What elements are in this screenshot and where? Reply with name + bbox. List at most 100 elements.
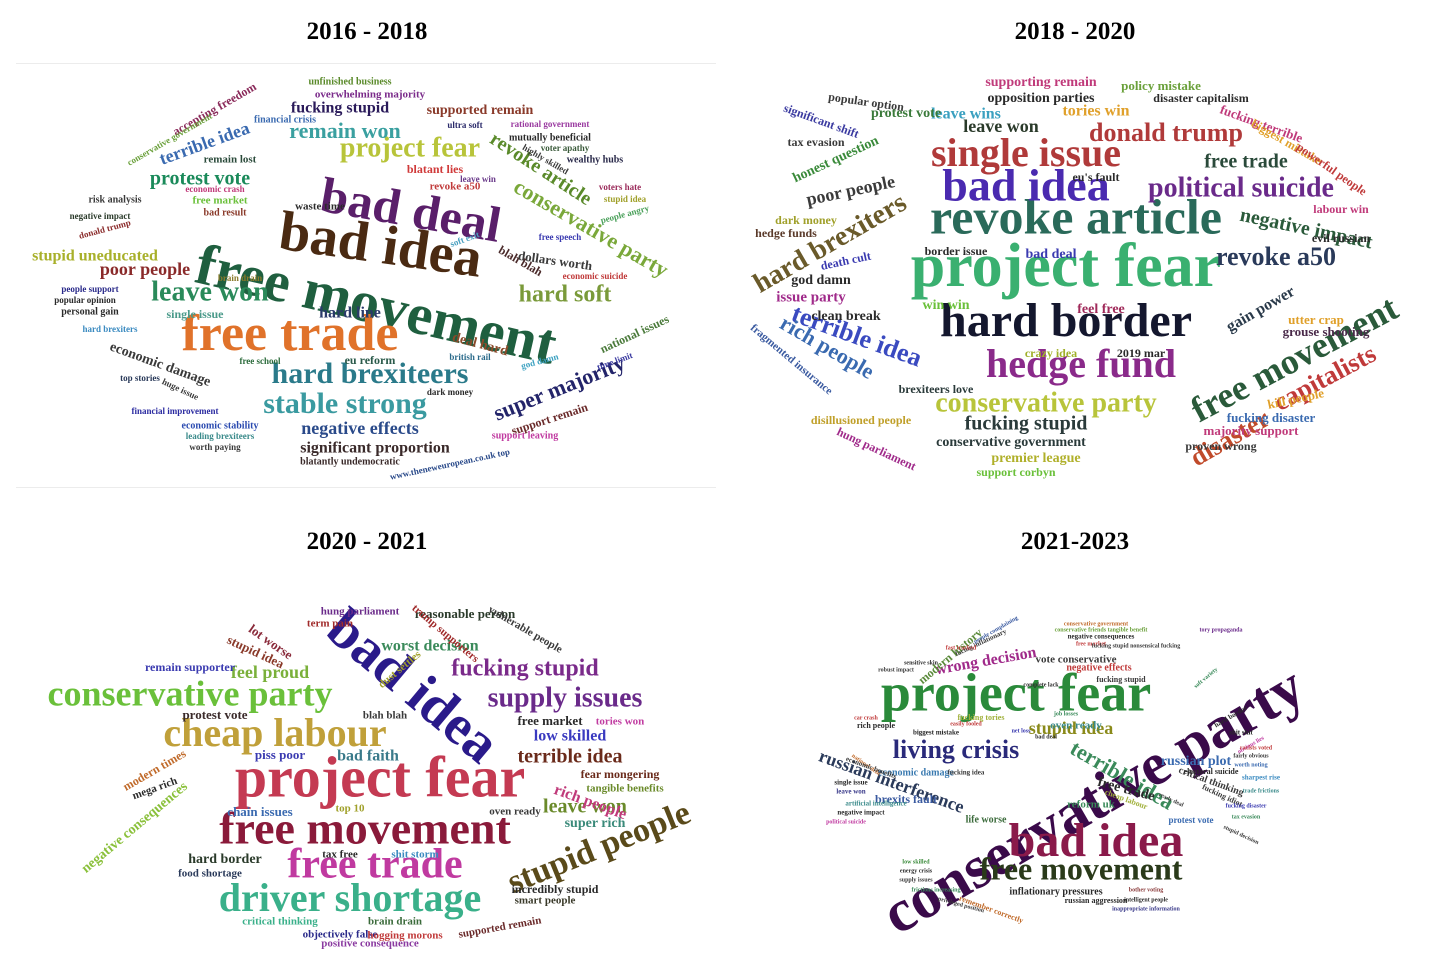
word-brain-drain: brain drain xyxy=(218,273,262,283)
word-political-suicide: political suicide xyxy=(826,819,866,825)
word-free-school: free school xyxy=(239,356,281,366)
word-evil-russian: evil russian xyxy=(1312,231,1371,245)
word-inappropriate-information: inappropriate information xyxy=(1112,906,1180,912)
word-oven-ready: oven ready xyxy=(1050,720,1102,732)
word-donald-trump: donald trump xyxy=(1089,118,1243,147)
word-free-market: free market xyxy=(1076,641,1106,647)
word-disaster-capitalism: disaster capitalism xyxy=(1153,91,1248,105)
word-free-speech: free speech xyxy=(539,232,582,242)
word-fucking-disaster: fucking disaster xyxy=(1227,410,1316,425)
word-negative-consequences: negative consequences xyxy=(1068,633,1135,641)
word-blatant-lies: blatant lies xyxy=(407,162,464,176)
word-remain-lost: remain lost xyxy=(204,154,257,166)
word-low-skilled: low skilled xyxy=(902,859,930,865)
word-leave-won: leave won xyxy=(963,116,1039,136)
word-chain-issues: chain issues xyxy=(227,804,292,819)
word-mutually-beneficial: mutually beneficial xyxy=(509,132,591,143)
word-artificial-intelligence: artificial intelligence xyxy=(845,800,906,808)
word-leave-won: leave won xyxy=(836,788,865,796)
word-leave-won: leave won xyxy=(151,276,269,307)
word-conservative-party: conservative party xyxy=(935,387,1157,418)
word-low-skilled: low skilled xyxy=(534,728,607,745)
word-fairly-obvious: fairly obvious xyxy=(1233,753,1269,759)
word-remain-supporter: remain supporter xyxy=(145,660,236,674)
word-financial-crisis: financial crisis xyxy=(254,114,316,125)
word-piss-poor: piss poor xyxy=(255,747,305,762)
word-leave-wins: leave wins xyxy=(931,106,1001,123)
word-project-fear: project fear xyxy=(235,744,525,809)
word-disillusioned-people: disillusioned people xyxy=(811,413,912,427)
bottom-divider xyxy=(16,487,716,488)
word-clean-break: clean break xyxy=(811,309,881,324)
word-win-win: win win xyxy=(922,298,969,313)
word-conservative-government: conservative government xyxy=(1064,621,1128,627)
word-revoke-a50: revoke a50 xyxy=(430,181,481,193)
word-protest-vote: protest vote xyxy=(871,106,941,121)
word-blatantly-undemocratic: blatantly undemocratic xyxy=(300,456,400,467)
word-brexiteers-love: brexiteers love xyxy=(899,382,974,396)
word-leave-win: leave win xyxy=(460,174,496,184)
word-shit-shit: shit shit xyxy=(1229,729,1253,737)
word-incredibly-stupid: incredibly stupid xyxy=(512,882,599,896)
word-racists-voted: racists voted xyxy=(1240,745,1273,751)
word-personal-gain: personal gain xyxy=(61,306,119,317)
word-unfinished-business: unfinished business xyxy=(308,76,391,87)
word-economic-stability: economic stability xyxy=(182,420,259,431)
word-hard-brexiters: hard brexiters xyxy=(82,324,138,334)
word-positive-consequence: positive consequence xyxy=(321,938,419,950)
word-terrible-idea: terrible idea xyxy=(518,746,623,768)
word-utter-crap: utter crap xyxy=(1288,312,1344,327)
word-stupid-decision: stupid decision xyxy=(1222,825,1260,847)
word-bad-faith: bad faith xyxy=(337,748,399,765)
wordcloud-panel-2021-2023: 2021-2023 conservative party project fear… xyxy=(726,500,1452,960)
word-complete-lack: complete lack xyxy=(1023,682,1059,688)
word-tory-propaganda: tory propaganda xyxy=(1199,627,1242,633)
word-bad-deal: bad deal xyxy=(1026,247,1077,262)
word-life-worse: life worse xyxy=(966,814,1007,825)
word-free-trade: free trade xyxy=(287,842,462,888)
word-term-pain: term pain xyxy=(307,618,353,630)
word-grouse-shooting: grouse shooting xyxy=(1283,324,1370,339)
word-job-losses: job losses xyxy=(1053,711,1079,717)
word-voters-hate: voters hate xyxy=(599,182,641,192)
word-brain-drain: brain drain xyxy=(368,916,422,928)
word-revoke-article: revoke article xyxy=(930,188,1222,244)
word-eu-s-fault: eu's fault xyxy=(1072,170,1119,184)
word-crazy-idea: crazy idea xyxy=(1025,346,1077,360)
word-driver-shortage: driver shortage xyxy=(219,875,482,920)
word-supply-issues: supply issues xyxy=(899,877,933,883)
word-critical-thinking: critical thinking xyxy=(242,916,318,928)
word-protest-vote: protest vote xyxy=(1168,815,1213,825)
word-hedge-fund: hedge fund xyxy=(986,341,1176,386)
word-sensitive-skin: sensitive skin xyxy=(904,660,939,666)
word-single-issue: single issue xyxy=(834,779,867,787)
word-hogging-morons: hogging morons xyxy=(367,930,443,942)
word-sharpest-rise: sharpest rise xyxy=(1242,774,1280,782)
word-reform-uk: reform uk xyxy=(1067,799,1116,811)
word-top-stories: top stories xyxy=(120,373,160,383)
word-biggest-mistake: biggest mistake xyxy=(913,729,959,737)
word-fear-mongering: fear mongering xyxy=(581,767,660,781)
wordcloud-panel-2016-2018: 2016 - 2018 free movement bad idea bad dea… xyxy=(0,0,726,500)
word-free-movement: free movement xyxy=(219,803,511,854)
word-feel-proud: feel proud xyxy=(231,662,309,682)
word-blah-blah: blah blah xyxy=(363,710,407,722)
word-worth-paying: worth paying xyxy=(189,442,241,452)
word-free-market: free market xyxy=(192,195,247,207)
top-divider xyxy=(16,63,716,64)
word-easily-fooled: easily fooled xyxy=(950,721,982,727)
word-policy-mistake: policy mistake xyxy=(1121,78,1201,93)
word-brexits-fault: brexits fault xyxy=(875,792,937,806)
word-conservative-party: conservative party xyxy=(48,673,333,713)
word-fast-tracked: fast tracked xyxy=(946,645,977,651)
word-vote-conservative: vote conservative xyxy=(1036,654,1117,666)
word-revoke-a50: revoke a50 xyxy=(1216,242,1336,271)
word-worst-decision: worst decision xyxy=(381,638,478,655)
word-car-crash: car crash xyxy=(854,715,878,721)
panel-title: 2018 - 2020 xyxy=(1014,18,1136,45)
word-fucking-stupid: fucking stupid xyxy=(291,100,389,117)
word-conservative-friends-tangible-benefit: conservative friends tangible benefit xyxy=(1055,627,1148,633)
wordcloud-panel-2018-2020: 2018 - 2020 project fear revoke article ha… xyxy=(726,0,1452,500)
